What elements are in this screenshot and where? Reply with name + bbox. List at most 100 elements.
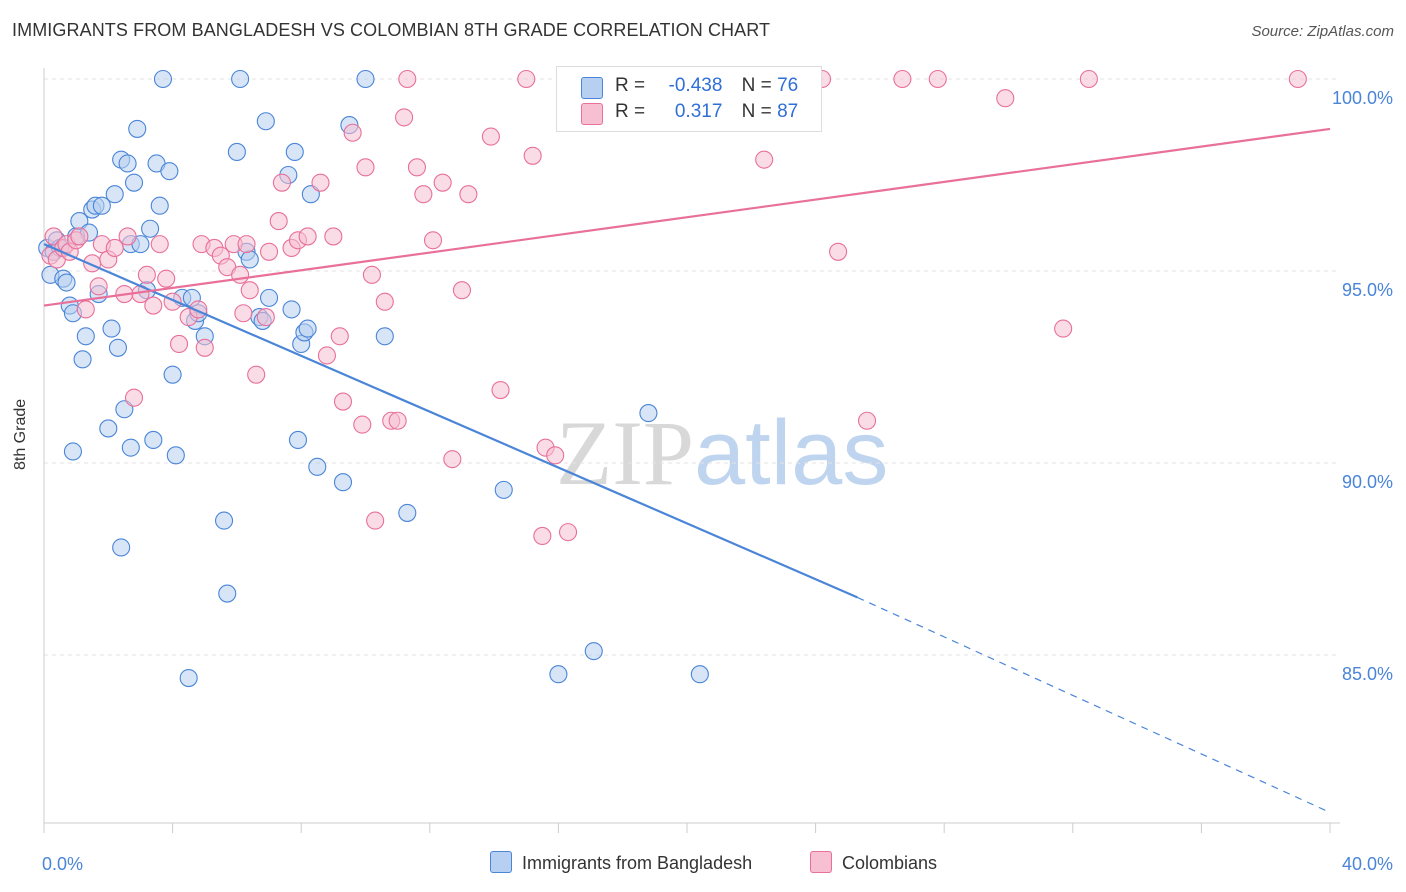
point-colombians: [407, 158, 426, 177]
point-colombians: [533, 526, 552, 546]
point-colombians: [893, 69, 912, 89]
bottom-legend-swatch-colombians: [810, 851, 832, 873]
point-bangladesh: [121, 438, 140, 457]
legend-r-value: 0.317: [674, 101, 723, 122]
point-bangladesh: [63, 442, 82, 461]
point-bangladesh: [301, 185, 320, 204]
point-colombians: [459, 185, 478, 204]
point-colombians: [89, 277, 108, 296]
legend-r-value: -0.438: [668, 75, 723, 96]
point-bangladesh: [112, 538, 131, 557]
point-bangladesh: [102, 319, 121, 338]
point-bangladesh: [256, 112, 275, 131]
point-colombians: [234, 304, 253, 323]
source-credit: Source: ZipAtlas.com: [1251, 23, 1394, 40]
point-bangladesh: [150, 196, 169, 215]
point-colombians: [366, 511, 385, 530]
point-bangladesh: [166, 446, 185, 465]
point-bangladesh: [76, 327, 95, 346]
point-bangladesh: [240, 250, 259, 269]
point-colombians: [857, 411, 877, 430]
point-colombians: [317, 346, 336, 365]
point-bangladesh: [549, 665, 568, 684]
y-tick-label: 90.0%: [1342, 472, 1393, 492]
chart-title: IMMIGRANTS FROM BANGLADESH VS COLOMBIAN …: [12, 20, 771, 40]
point-colombians: [1054, 319, 1073, 338]
legend-n-label: N =: [741, 75, 772, 96]
point-bangladesh: [690, 665, 709, 684]
point-colombians: [1079, 69, 1098, 89]
watermark: ZIPatlas: [556, 400, 888, 506]
point-bangladesh: [105, 185, 124, 204]
point-bangladesh: [375, 327, 394, 346]
bottom-legend-label: Colombians: [842, 853, 938, 873]
point-bangladesh: [398, 503, 417, 522]
point-bangladesh: [259, 288, 279, 307]
x-tick-label: 0.0%: [42, 854, 83, 874]
watermark-zip: ZIP: [556, 402, 694, 504]
point-bangladesh: [494, 480, 513, 499]
point-colombians: [169, 334, 189, 354]
point-colombians: [517, 69, 536, 89]
watermark-atlas: atlas: [694, 402, 889, 504]
point-colombians: [388, 411, 407, 430]
point-colombians: [398, 69, 417, 89]
point-colombians: [452, 281, 472, 300]
point-colombians: [343, 123, 362, 142]
point-colombians: [481, 127, 500, 146]
x-tick-label: 40.0%: [1342, 854, 1393, 874]
point-bangladesh: [333, 473, 353, 492]
legend-swatch-bangladesh: [581, 77, 603, 99]
point-colombians: [298, 227, 317, 246]
legend-n-value: 76: [777, 75, 799, 96]
point-colombians: [118, 227, 137, 246]
legend-r-label: R =: [615, 75, 646, 96]
point-bangladesh: [99, 419, 118, 438]
point-colombians: [137, 265, 156, 284]
point-bangladesh: [124, 173, 144, 192]
point-colombians: [324, 227, 343, 246]
correlation-legend: R = -0.438 N = 76 R = 0.317 N = 87: [556, 66, 822, 132]
point-bangladesh: [288, 430, 308, 450]
point-colombians: [353, 415, 372, 434]
bottom-legend-label: Immigrants from Bangladesh: [522, 853, 753, 873]
point-colombians: [247, 365, 266, 384]
point-colombians: [829, 242, 848, 261]
point-colombians: [259, 242, 279, 261]
point-colombians: [231, 265, 250, 284]
point-colombians: [433, 173, 452, 192]
legend-n-value: 87: [777, 101, 799, 122]
point-bangladesh: [584, 642, 603, 661]
y-tick-label: 95.0%: [1342, 280, 1393, 300]
point-colombians: [256, 308, 275, 327]
point-colombians: [124, 388, 144, 407]
point-bangladesh: [92, 196, 111, 215]
point-colombians: [157, 269, 176, 288]
point-bangladesh: [179, 668, 198, 688]
legend-n-label: N =: [741, 101, 772, 122]
point-bangladesh: [356, 69, 375, 89]
y-tick-label: 100.0%: [1332, 88, 1393, 108]
point-bangladesh: [144, 430, 163, 450]
point-bangladesh: [141, 219, 160, 238]
point-colombians: [237, 235, 256, 254]
point-bangladesh: [163, 365, 182, 384]
point-colombians: [546, 446, 565, 465]
legend-swatch-colombians: [581, 103, 603, 125]
point-bangladesh: [308, 457, 327, 476]
point-colombians: [195, 338, 214, 357]
point-bangladesh: [227, 142, 246, 162]
point-colombians: [150, 235, 169, 254]
bottom-legend-bangladesh: Immigrants from Bangladesh: [490, 851, 752, 874]
point-bangladesh: [118, 154, 137, 173]
point-colombians: [356, 158, 375, 177]
point-colombians: [70, 227, 89, 246]
trend-line-colombians: [43, 127, 1331, 307]
point-colombians: [523, 146, 542, 165]
point-bangladesh: [115, 400, 134, 419]
trend-line-extension-bangladesh: [857, 596, 1331, 813]
point-bangladesh: [218, 584, 237, 603]
point-colombians: [330, 327, 349, 346]
point-colombians: [996, 89, 1015, 108]
point-colombians: [491, 380, 510, 400]
